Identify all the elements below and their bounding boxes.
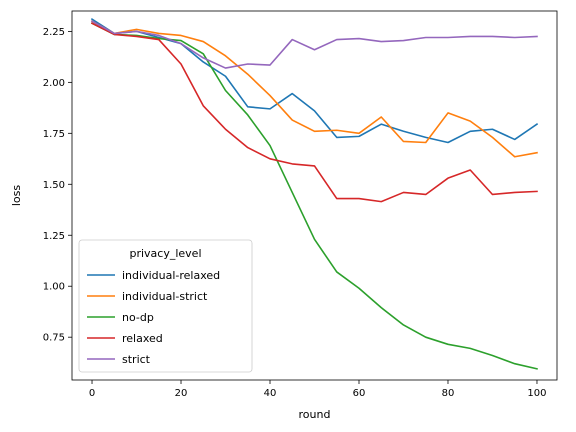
x-tick-label: 60 (353, 388, 366, 399)
y-tick-label: 1.25 (43, 231, 65, 242)
series-line-no-dp (90, 22, 538, 370)
y-tick-label: 1.75 (43, 129, 65, 140)
x-tick-label: 80 (442, 388, 455, 399)
legend-label-no-dp: no-dp (122, 311, 154, 324)
y-tick-label: 1.50 (43, 180, 65, 191)
series-line-relaxed (90, 22, 538, 203)
y-tick-label: 2.00 (43, 78, 65, 89)
legend-label-individual-strict: individual-strict (122, 290, 208, 303)
legend-box (78, 239, 253, 373)
y-tick-label: 0.75 (43, 333, 65, 344)
y-axis-label: loss (10, 185, 23, 207)
series-line-individual-strict (90, 20, 538, 158)
x-tick-label: 100 (527, 388, 546, 399)
legend-label-strict: strict (122, 353, 151, 366)
x-axis-label: round (299, 408, 331, 421)
legend: privacy_level individual-relaxed individua… (78, 239, 253, 373)
y-axis: 0.75 1.00 1.25 1.50 1.75 2.00 2.25 (43, 27, 72, 344)
plot-layer (90, 18, 539, 370)
series-line-strict (90, 20, 538, 69)
x-tick-label: 20 (175, 388, 188, 399)
plot-frame (71, 10, 558, 381)
legend-label-relaxed: relaxed (122, 332, 163, 345)
legend-label-individual-relaxed: individual-relaxed (122, 269, 220, 282)
y-tick-label: 1.00 (43, 282, 65, 293)
legend-title: privacy_level (129, 247, 201, 260)
x-tick-label: 40 (264, 388, 277, 399)
x-axis: 0 20 40 60 80 100 (89, 380, 547, 399)
y-tick-label: 2.25 (43, 27, 65, 38)
x-tick-label: 0 (89, 388, 95, 399)
